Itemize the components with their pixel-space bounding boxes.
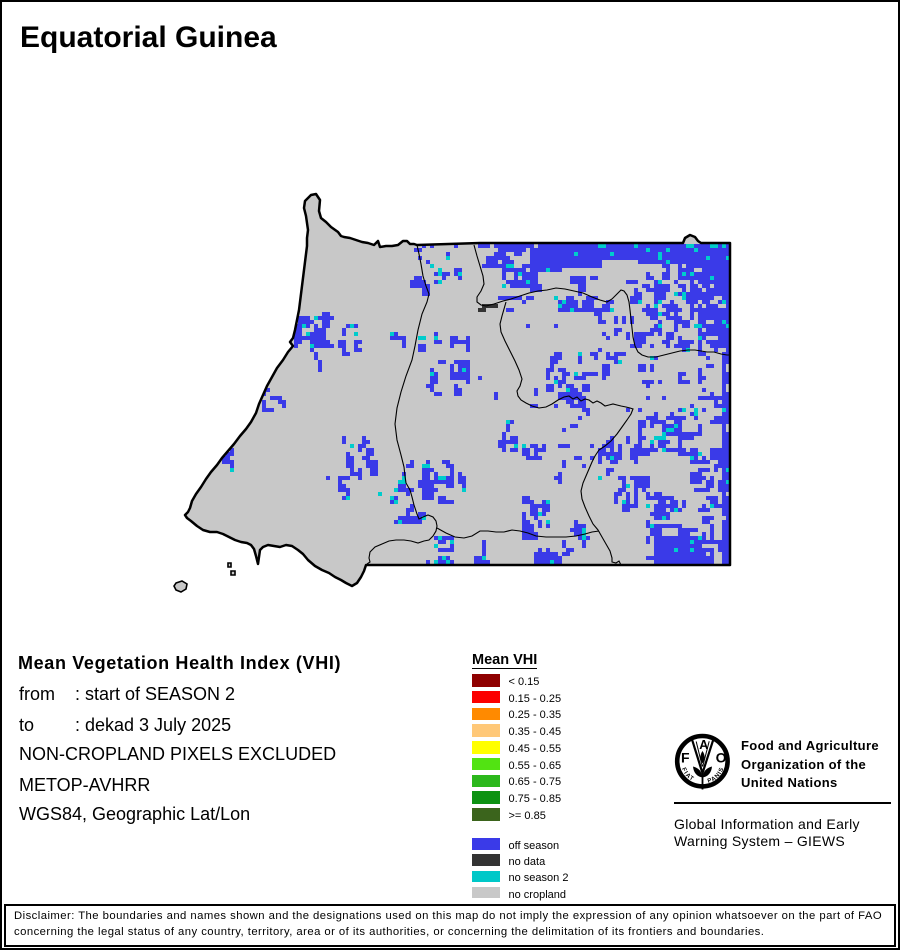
svg-text:F: F xyxy=(681,750,690,766)
svg-text:A: A xyxy=(699,738,708,752)
svg-text:O: O xyxy=(716,750,727,766)
